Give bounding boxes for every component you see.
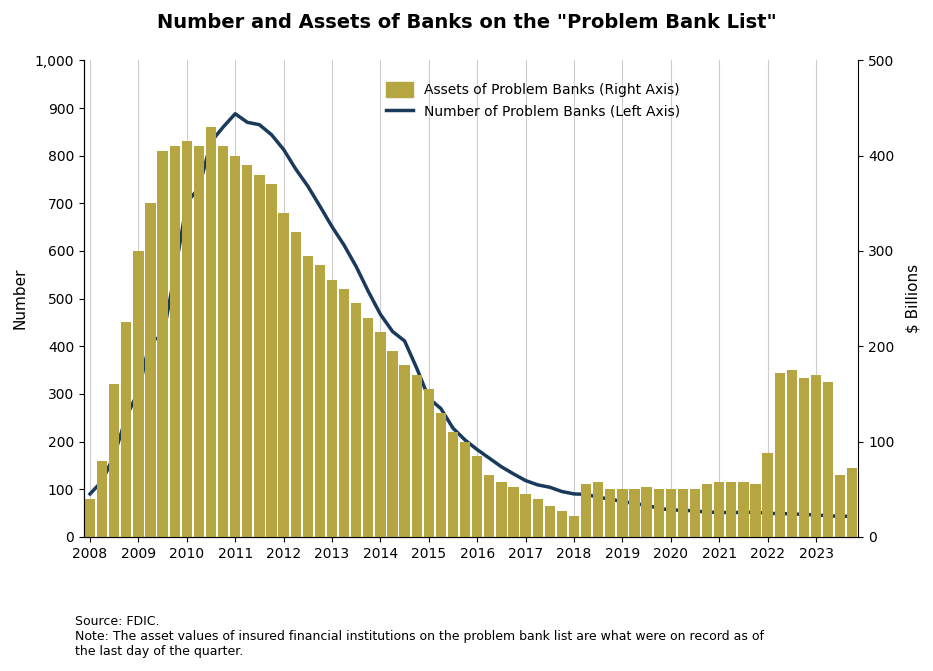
- Bar: [762, 453, 773, 537]
- Bar: [243, 165, 253, 537]
- Bar: [689, 489, 700, 537]
- Bar: [85, 499, 95, 537]
- Bar: [774, 373, 785, 537]
- Bar: [581, 484, 592, 537]
- Text: Number and Assets of Banks on the "Problem Bank List": Number and Assets of Banks on the "Probl…: [157, 13, 776, 32]
- Bar: [424, 389, 434, 537]
- Bar: [847, 468, 857, 537]
- Bar: [496, 482, 507, 537]
- Bar: [436, 413, 446, 537]
- Bar: [750, 484, 760, 537]
- Bar: [339, 289, 349, 537]
- Bar: [677, 489, 688, 537]
- Bar: [606, 489, 616, 537]
- Bar: [146, 203, 156, 537]
- Bar: [618, 489, 628, 537]
- Bar: [472, 456, 482, 537]
- Bar: [714, 482, 724, 537]
- Bar: [460, 442, 470, 537]
- Bar: [302, 256, 313, 537]
- Bar: [206, 127, 216, 537]
- Bar: [545, 507, 555, 537]
- Bar: [278, 213, 288, 537]
- Bar: [642, 487, 652, 537]
- Bar: [521, 494, 531, 537]
- Bar: [799, 378, 809, 537]
- Bar: [387, 351, 397, 537]
- Bar: [267, 185, 277, 537]
- Bar: [363, 317, 373, 537]
- Bar: [170, 146, 180, 537]
- Bar: [787, 370, 797, 537]
- Bar: [399, 365, 410, 537]
- Bar: [630, 489, 640, 537]
- Bar: [375, 332, 385, 537]
- Bar: [218, 146, 229, 537]
- Bar: [823, 382, 833, 537]
- Bar: [738, 482, 748, 537]
- Bar: [182, 142, 192, 537]
- Bar: [557, 511, 567, 537]
- Bar: [665, 489, 675, 537]
- Bar: [327, 280, 337, 537]
- Bar: [835, 475, 845, 537]
- Bar: [811, 375, 821, 537]
- Bar: [569, 516, 579, 537]
- Bar: [508, 487, 519, 537]
- Bar: [448, 432, 458, 537]
- Bar: [230, 156, 241, 537]
- Bar: [351, 303, 361, 537]
- Bar: [411, 375, 422, 537]
- Bar: [97, 460, 107, 537]
- Bar: [255, 174, 265, 537]
- Bar: [194, 146, 204, 537]
- Bar: [726, 482, 736, 537]
- Legend: Assets of Problem Banks (Right Axis), Number of Problem Banks (Left Axis): Assets of Problem Banks (Right Axis), Nu…: [380, 77, 686, 125]
- Bar: [314, 265, 325, 537]
- Bar: [654, 489, 664, 537]
- Bar: [593, 482, 604, 537]
- Bar: [133, 251, 144, 537]
- Bar: [702, 484, 712, 537]
- Bar: [109, 384, 119, 537]
- Bar: [121, 322, 132, 537]
- Bar: [484, 475, 494, 537]
- Y-axis label: $ Billions: $ Billions: [906, 264, 921, 333]
- Text: Source: FDIC.
Note: The asset values of insured financial institutions on the pr: Source: FDIC. Note: The asset values of …: [75, 615, 763, 658]
- Bar: [290, 232, 300, 537]
- Bar: [158, 151, 168, 537]
- Y-axis label: Number: Number: [13, 268, 28, 329]
- Bar: [533, 499, 543, 537]
